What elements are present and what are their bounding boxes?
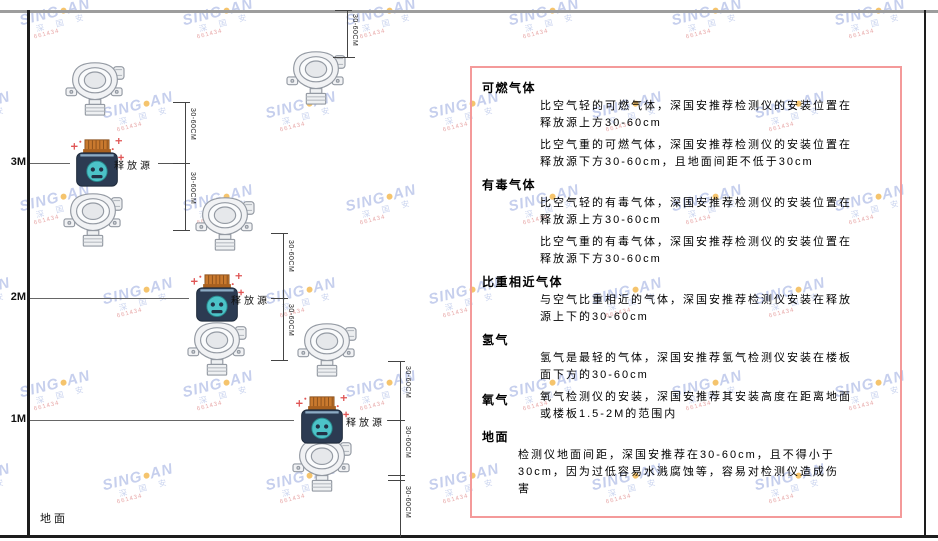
dimension-label: 30-60CM (404, 486, 411, 519)
dimension-line (400, 361, 401, 537)
dimension-tick (388, 420, 405, 421)
section-heading: 有毒气体 (482, 178, 537, 192)
leader-line (158, 163, 185, 164)
level-line-2m (30, 298, 189, 299)
dimension-label: 30-60CM (287, 240, 294, 273)
dimension-tick (173, 230, 190, 231)
dimension-tick (333, 57, 355, 58)
dimension-tick (388, 361, 405, 362)
release-source-icon (294, 395, 350, 445)
section-heading: 氧气 (482, 393, 510, 407)
section-toxic-gas: 有毒气体 比空气轻的有毒气体，深国安推荐检测仪的安装位置在释放源上方30-60c… (482, 176, 888, 268)
dimension-tick (388, 475, 405, 476)
dimension-tick (335, 10, 352, 11)
dimension-label: 30-60CM (287, 304, 294, 337)
section-paragraph: 检测仪地面间距，深国安推荐在30-60cm，且不得小于30cm，因为过低容易水溅… (518, 449, 839, 495)
dimension-tick (271, 233, 288, 234)
section-paragraph: 比空气重的可燃气体，深国安推荐检测仪的安装位置在释放源下方30-60cm，且地面… (540, 139, 852, 168)
dimension-label: 30-60CM (189, 172, 196, 205)
dimension-tick (271, 298, 288, 299)
section-heading: 比重相近气体 (482, 275, 564, 289)
level-label-2m: 2M (10, 291, 26, 303)
gas-detector-icon (186, 318, 248, 376)
level-label-1m: 1M (10, 413, 26, 425)
dimension-line (185, 102, 186, 230)
section-paragraph: 比空气重的有毒气体，深国安推荐检测仪的安装位置在释放源下方30-60cm (540, 236, 852, 265)
section-paragraph: 比空气轻的有毒气体，深国安推荐检测仪的安装位置在释放源上方30-60cm (540, 197, 852, 226)
dimension-tick (173, 102, 190, 103)
dimension-label: 30-60CM (404, 426, 411, 459)
section-hydrogen: 氢气 氢气是最轻的气体，深国安推荐氢气检测仪安装在楼板面下方的30-60cm (482, 331, 888, 384)
left-wall-line (27, 10, 30, 537)
ground-line (0, 535, 938, 538)
ground-label: 地面 (40, 513, 68, 525)
section-paragraph: 与空气比重相近的气体，深国安推荐检测仪安装在释放源上下的30-60cm (540, 294, 852, 323)
dimension-label: 30-60CM (189, 108, 196, 141)
right-wall-line (924, 10, 926, 537)
dimension-tick (388, 480, 405, 481)
release-source-label: 释放源 (346, 418, 385, 429)
section-oxygen: 氧气 氧气检测仪的安装，深国安推荐其安装高度在距离地面或楼板1.5-2M的范围内 (482, 389, 888, 423)
level-line-3m (30, 163, 70, 164)
gas-detector-icon (64, 58, 126, 116)
level-label-3m: 3M (10, 156, 26, 168)
section-paragraph: 氢气是最轻的气体，深国安推荐氢气检测仪安装在楼板面下方的30-60cm (540, 352, 852, 381)
ceiling-line (0, 10, 938, 13)
section-paragraph: 氧气检测仪的安装，深国安推荐其安装高度在距离地面或楼板1.5-2M的范围内 (540, 391, 852, 420)
release-source-label: 释放源 (114, 161, 153, 172)
section-heading: 地面 (482, 430, 510, 444)
dimension-tick (271, 360, 288, 361)
section-ground: 地面 检测仪地面间距，深国安推荐在30-60cm，且不得小于30cm，因为过低容… (482, 428, 888, 498)
level-line-1m (30, 420, 294, 421)
section-heading: 氢气 (482, 333, 510, 347)
section-flammable-gas: 可燃气体 比空气轻的可燃气体，深国安推荐检测仪的安装位置在释放源上方30-60c… (482, 79, 888, 171)
section-paragraph: 比空气轻的可燃气体，深国安推荐检测仪的安装位置在释放源上方30-60cm (540, 100, 852, 129)
release-source-label: 释放源 (231, 296, 270, 307)
gas-detector-icon (296, 319, 358, 377)
dimension-label: 30-60CM (404, 366, 411, 399)
gas-detector-icon (62, 189, 124, 247)
instructions-panel: 可燃气体 比空气轻的可燃气体，深国安推荐检测仪的安装位置在释放源上方30-60c… (470, 66, 902, 518)
dimension-line (347, 10, 348, 58)
section-similar-density-gas: 比重相近气体 与空气比重相近的气体，深国安推荐检测仪安装在释放源上下的30-60… (482, 273, 888, 326)
dimension-line (283, 233, 284, 360)
gas-detector-icon (194, 193, 256, 251)
dimension-label: 30-60CM (351, 14, 358, 47)
gas-detector-icon (285, 47, 347, 105)
section-heading: 可燃气体 (482, 81, 537, 95)
dimension-tick (173, 163, 190, 164)
